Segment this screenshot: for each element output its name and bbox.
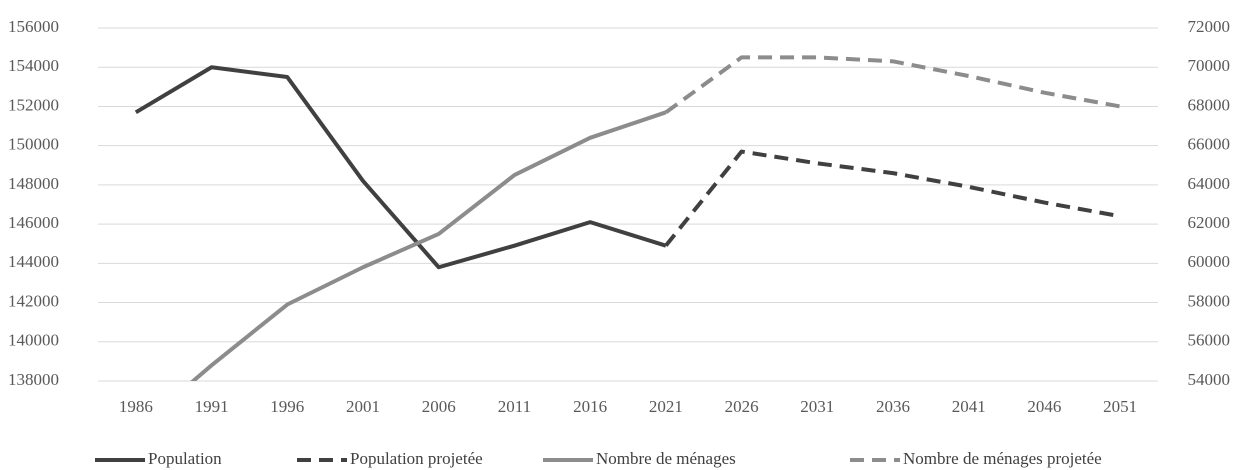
y2-tick-label: 54000	[1188, 370, 1231, 389]
plot-area	[134, 55, 1121, 381]
y2-tick-label: 60000	[1188, 252, 1231, 271]
x-tick-label: 2031	[800, 397, 834, 416]
y2-tick-label: 70000	[1188, 56, 1231, 75]
legend-label: Nombre de ménages	[596, 449, 736, 468]
x-tick-label: 2036	[876, 397, 910, 416]
y-tick-label: 142000	[8, 291, 59, 310]
y-tick-label: 148000	[8, 174, 59, 193]
x-tick-label: 2026	[725, 397, 759, 416]
y2-tick-label: 68000	[1188, 95, 1231, 114]
x-tick-label: 1996	[270, 397, 304, 416]
x-tick-label: 2051	[1103, 397, 1137, 416]
y-tick-label: 144000	[8, 252, 59, 271]
x-tick-label: 1991	[195, 397, 229, 416]
y2-tick-label: 62000	[1188, 213, 1231, 232]
y-tick-label: 152000	[8, 95, 59, 114]
x-tick-label: 1986	[119, 397, 153, 416]
series-line	[664, 55, 1121, 114]
x-tick-label: 2006	[422, 397, 456, 416]
y-tick-label: 156000	[8, 17, 59, 36]
y-tick-label: 138000	[8, 370, 59, 389]
x-tick-label: 2046	[1027, 397, 1061, 416]
legend-label: Population projetée	[350, 449, 483, 468]
x-tick-label: 2041	[952, 397, 986, 416]
y2-tick-label: 64000	[1188, 174, 1231, 193]
y2-tick-label: 58000	[1188, 291, 1231, 310]
y-tick-label: 146000	[8, 213, 59, 232]
y-tick-label: 150000	[8, 135, 59, 154]
x-tick-label: 2021	[649, 397, 683, 416]
y2-tick-label: 72000	[1188, 17, 1231, 36]
y-tick-label: 154000	[8, 56, 59, 75]
x-tick-label: 2001	[346, 397, 380, 416]
series-line	[190, 110, 667, 381]
y2-tick-label: 56000	[1188, 331, 1231, 350]
legend-label: Nombre de ménages projetée	[903, 449, 1102, 468]
x-tick-label: 2016	[573, 397, 607, 416]
legend-label: Population	[148, 449, 222, 468]
x-tick-label: 2011	[498, 397, 531, 416]
y2-tick-label: 66000	[1188, 135, 1231, 154]
y-tick-label: 140000	[8, 331, 59, 350]
series-line	[134, 65, 667, 270]
series-line	[664, 149, 1121, 247]
